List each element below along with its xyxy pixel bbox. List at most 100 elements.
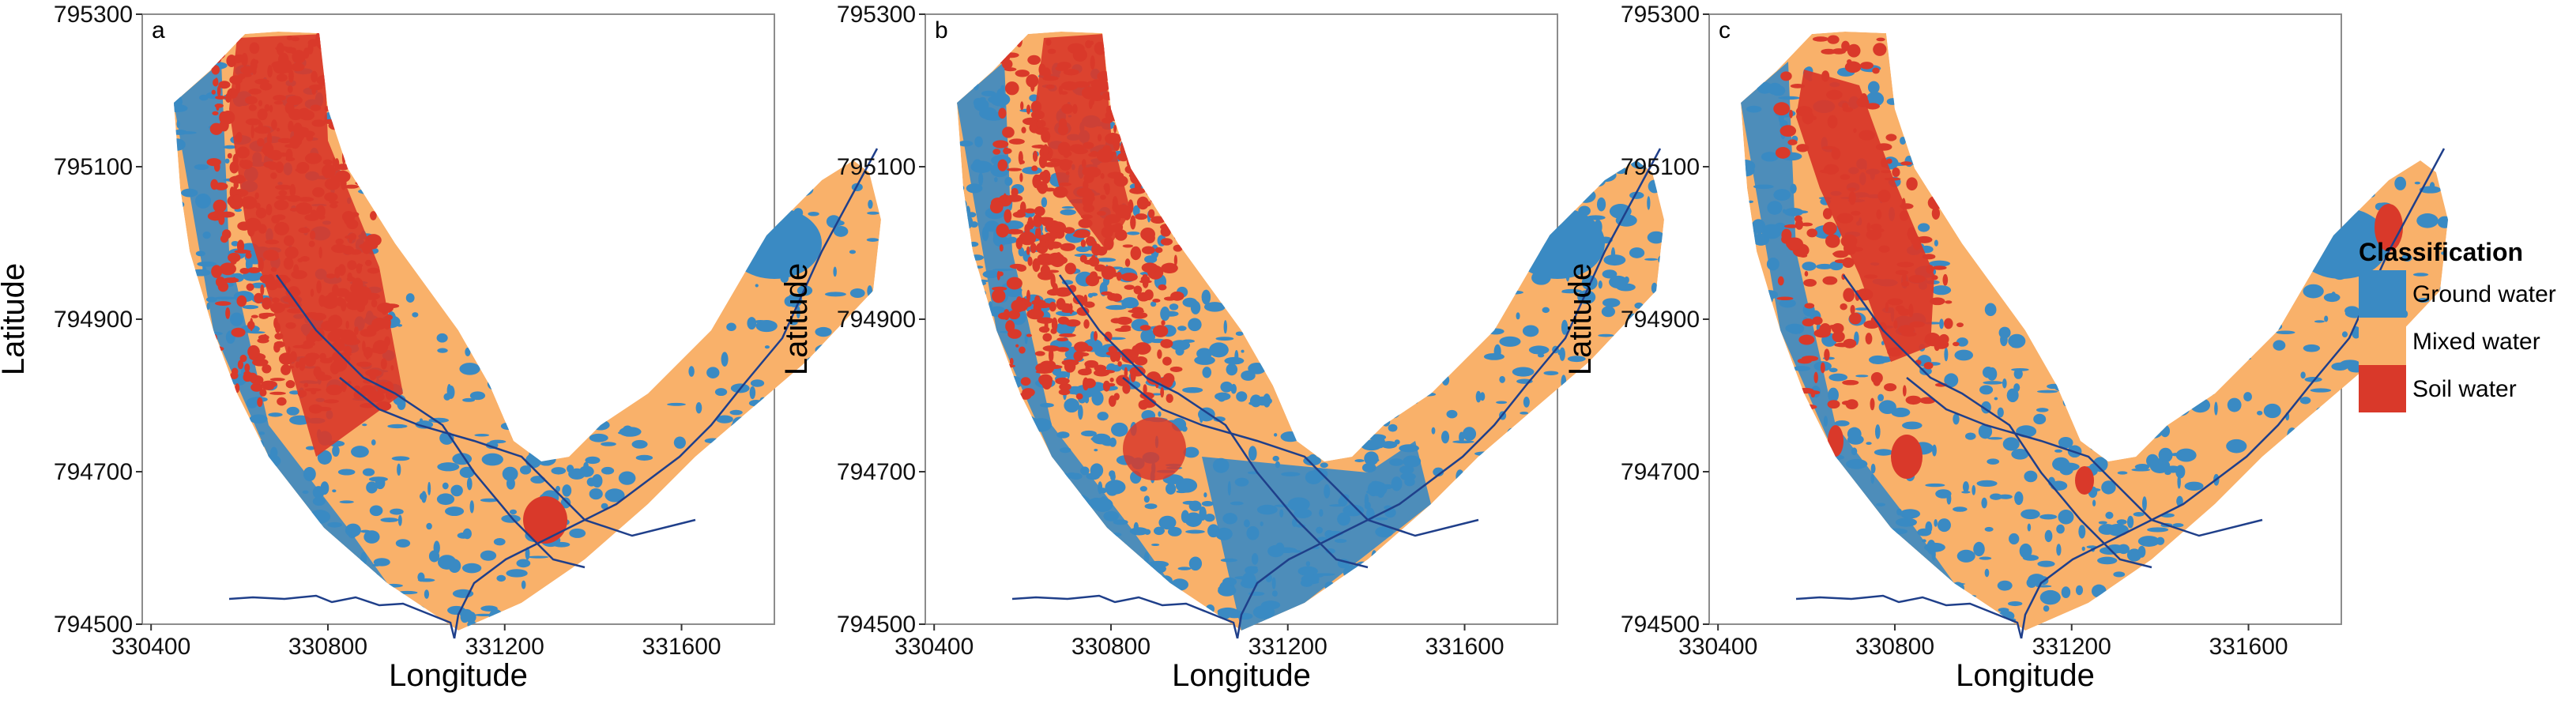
ground-water-patch: [481, 453, 503, 466]
ground-water-patch: [1175, 478, 1198, 493]
ground-water-patch: [443, 393, 451, 401]
soil-water-region: [1123, 417, 1186, 480]
ground-water-patch: [1602, 298, 1621, 307]
ground-water-patch: [469, 391, 486, 401]
ground-water-patch: [834, 344, 847, 352]
ground-water-patch: [867, 211, 879, 215]
soil-water-patch: [1019, 172, 1023, 183]
soil-water-patch: [212, 111, 219, 115]
ground-water-patch: [1143, 495, 1150, 503]
ground-water-patch: [824, 292, 846, 297]
soil-water-patch: [1930, 297, 1945, 306]
soil-water-patch: [1085, 274, 1100, 287]
ground-water-patch: [1388, 424, 1398, 432]
soil-water-patch: [230, 371, 239, 380]
soil-water-patch: [1012, 211, 1026, 218]
soil-water-patch: [217, 85, 221, 97]
ground-water-patch: [2081, 546, 2085, 552]
soil-water-patch: [1060, 243, 1075, 251]
soil-water-patch: [1093, 369, 1110, 377]
ground-water-patch: [1874, 424, 1881, 439]
soil-water-patch: [1027, 216, 1033, 224]
soil-water-patch: [1138, 294, 1152, 300]
ground-water-patch: [2437, 216, 2448, 228]
soil-water-patch: [1865, 333, 1873, 344]
ground-water-patch: [1499, 336, 1521, 347]
ground-water-patch: [2043, 605, 2050, 612]
ground-water-patch: [667, 402, 686, 406]
ground-water-patch: [474, 433, 490, 437]
ground-water-region: [174, 62, 387, 583]
soil-water-patch: [1884, 383, 1897, 392]
panel-a: a 330400 330800 331200 331600 794500 794700 794…: [0, 2, 881, 693]
ground-water-patch: [1080, 430, 1097, 437]
ground-water-patch: [2346, 194, 2363, 200]
soil-water-patch: [1842, 379, 1859, 386]
soil-water-patch: [250, 314, 258, 318]
ground-water-patch: [1998, 326, 2011, 339]
ground-water-patch: [591, 474, 603, 488]
ground-water-patch: [2314, 320, 2325, 323]
ground-water-patch: [1431, 427, 1436, 435]
ground-water-patch: [1878, 400, 1896, 415]
ground-water-patch: [2426, 364, 2442, 371]
ground-water-patch: [1121, 299, 1139, 309]
soil-water-patch: [1035, 370, 1053, 374]
ground-water-patch: [2116, 519, 2127, 525]
soil-water-patch: [1801, 356, 1819, 362]
ground-water-patch: [1987, 437, 2003, 440]
ground-water-patch: [2323, 292, 2341, 303]
soil-water-patch: [1923, 362, 1934, 370]
y-axis-title: Latitude: [1563, 263, 1598, 375]
ground-water-patch: [1600, 468, 1614, 477]
soil-water-patch: [243, 372, 253, 382]
soil-water-patch: [1916, 235, 1933, 243]
ground-water-patch: [1998, 494, 2013, 499]
ground-water-patch: [332, 489, 337, 493]
ground-water-patch: [387, 424, 408, 429]
ground-water-patch: [1644, 432, 1658, 447]
ground-water-patch: [1055, 371, 1070, 378]
ground-water-patch: [1182, 297, 1198, 307]
panel-label: a: [152, 17, 165, 43]
soil-water-patch: [1085, 361, 1090, 374]
soil-water-patch: [1048, 348, 1054, 363]
soil-water-patch: [1773, 102, 1791, 116]
ground-water-patch: [1175, 347, 1184, 356]
soil-water-patch: [1813, 371, 1818, 384]
ground-water-patch: [551, 467, 567, 475]
soil-water-patch: [245, 251, 252, 259]
ground-water-patch: [390, 508, 404, 515]
soil-water-patch: [1083, 319, 1090, 329]
ground-water-patch: [2386, 427, 2405, 431]
ground-water-patch: [450, 484, 463, 497]
ground-water-patch: [1866, 92, 1885, 107]
ground-water-patch: [1181, 339, 1195, 343]
ground-water-patch: [1167, 526, 1182, 536]
soil-water-patch: [1136, 196, 1149, 210]
ground-water-patch: [1609, 275, 1628, 289]
soil-water-patch: [383, 303, 400, 309]
ground-water-patch: [714, 388, 728, 397]
soil-water-patch: [1033, 214, 1043, 228]
ground-water-patch: [868, 199, 873, 209]
soil-water-patch: [1819, 323, 1832, 337]
ground-water-patch: [2037, 560, 2055, 567]
soil-water-patch: [1161, 376, 1173, 389]
ground-water-patch: [1870, 357, 1892, 363]
x-tick-label: 331200: [2032, 634, 2111, 660]
ground-water-patch: [247, 331, 266, 334]
soil-water-patch: [1015, 70, 1030, 77]
ground-water-patch: [1132, 205, 1140, 216]
ground-water-patch: [1990, 493, 2002, 500]
ground-water-patch: [1248, 446, 1257, 461]
ground-water-patch: [2273, 340, 2286, 351]
soil-water-patch: [1124, 258, 1131, 267]
ground-water-patch: [1627, 338, 1644, 344]
river-line: [1236, 148, 1662, 639]
ground-water-patch: [362, 468, 375, 476]
ground-water-patch: [466, 477, 473, 491]
ground-water-patch: [2423, 430, 2429, 437]
ground-water-patch: [842, 371, 848, 378]
ground-water-patch: [1962, 481, 1969, 493]
